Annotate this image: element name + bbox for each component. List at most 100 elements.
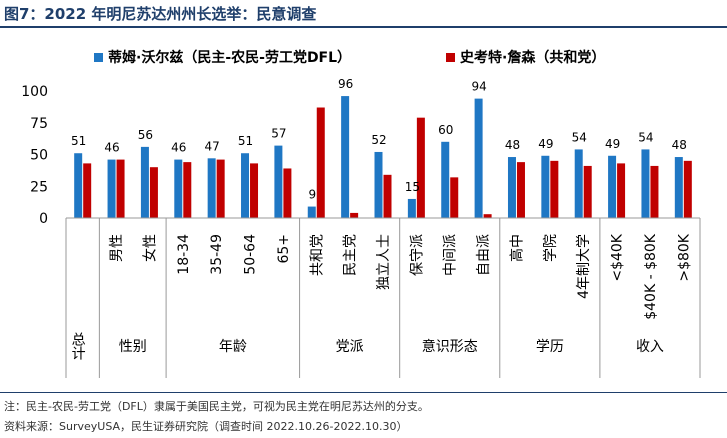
group-label: 意识形态 bbox=[422, 338, 478, 355]
bar-walz bbox=[207, 158, 216, 218]
x-tick-label: 男性 bbox=[109, 234, 125, 262]
bar-walz bbox=[441, 141, 450, 218]
figure-title: 图7：2022 年明尼苏达州州长选举：民意调查 bbox=[4, 5, 317, 23]
source-note: 资料来源：SurveyUSA，民生证券研究院（调查时间 2022.10.26-2… bbox=[4, 420, 408, 433]
bar-walz bbox=[674, 157, 683, 218]
data-label: 48 bbox=[505, 138, 520, 152]
data-label: 46 bbox=[104, 141, 119, 155]
x-tick-label: 65+ bbox=[276, 234, 292, 264]
data-label: 15 bbox=[405, 180, 420, 194]
x-tick-label: 学院 bbox=[543, 234, 559, 262]
bar-jensen bbox=[283, 168, 292, 218]
y-tick-label: 50 bbox=[30, 148, 48, 164]
x-tick-label: 独立人士 bbox=[376, 234, 392, 290]
bar-jensen bbox=[149, 167, 158, 218]
x-tick-label: 中间派 bbox=[443, 234, 459, 276]
data-label: 51 bbox=[238, 134, 253, 148]
y-axis: 0 25 50 75 100 bbox=[21, 84, 48, 227]
y-tick-label: 0 bbox=[39, 211, 48, 227]
bar-jensen bbox=[516, 162, 525, 218]
data-label: 57 bbox=[271, 127, 286, 141]
header: 图7：2022 年明尼苏达州州长选举：民意调查 bbox=[0, 0, 727, 26]
group-label: 总计 bbox=[70, 332, 86, 360]
x-tick-label: 共和党 bbox=[309, 234, 325, 276]
y-tick-label: 25 bbox=[30, 179, 48, 195]
plot-area: 51 46 56 46 47 51 57 9 96 52 15 60 94 48 49 54 49 54 48 bbox=[71, 77, 692, 218]
data-label: 60 bbox=[438, 123, 453, 137]
bar-walz bbox=[241, 153, 250, 218]
bar-jensen bbox=[550, 160, 559, 218]
bar-jensen bbox=[650, 165, 659, 218]
bar-jensen bbox=[450, 177, 459, 218]
data-label: 54 bbox=[638, 130, 653, 144]
group-label: 性别 bbox=[119, 339, 147, 355]
bar-jensen bbox=[683, 160, 692, 218]
x-tick-label: <$40K bbox=[610, 233, 626, 281]
data-label: 49 bbox=[605, 137, 620, 151]
y-tick-label: 75 bbox=[30, 116, 48, 132]
bar-jensen bbox=[216, 159, 225, 218]
data-label: 47 bbox=[205, 139, 220, 153]
x-tick-label: 50-64 bbox=[243, 234, 259, 275]
x-tick-label: 自由派 bbox=[476, 234, 492, 276]
bar-jensen bbox=[617, 163, 626, 218]
x-tick-label: >$80K bbox=[676, 233, 692, 281]
bar-walz bbox=[474, 98, 483, 218]
data-label: 96 bbox=[338, 77, 353, 91]
bar-jensen bbox=[316, 107, 325, 218]
group-label: 学历 bbox=[536, 339, 564, 355]
x-tick-label: 保守派 bbox=[409, 234, 425, 276]
legend-swatch-walz bbox=[94, 53, 103, 62]
data-label: 48 bbox=[672, 138, 687, 152]
x-tick-label: 女性 bbox=[141, 234, 158, 262]
bar-jensen bbox=[383, 174, 392, 218]
legend-label-jensen: 史考特·詹森（共和党） bbox=[460, 49, 605, 66]
data-label: 54 bbox=[572, 130, 587, 144]
footer-divider bbox=[0, 392, 727, 393]
legend-swatch-jensen bbox=[446, 53, 455, 62]
bar-walz bbox=[574, 149, 583, 218]
bar-walz bbox=[274, 145, 283, 218]
legend: 蒂姆·沃尔兹（民主-农民-劳工党DFL） 史考特·詹森（共和党） bbox=[94, 49, 605, 66]
data-label: 9 bbox=[308, 188, 316, 202]
data-label: 56 bbox=[138, 128, 153, 142]
bar-chart: 蒂姆·沃尔兹（民主-农民-劳工党DFL） 史考特·詹森（共和党） 0 25 50 75… bbox=[21, 49, 701, 378]
bar-jensen bbox=[350, 212, 359, 218]
footnote: 注：民主-农民-劳工党（DFL）隶属于美国民主党，可视为民主党在明尼苏达州的分支… bbox=[4, 400, 429, 413]
data-label: 94 bbox=[471, 80, 486, 94]
title-divider bbox=[0, 26, 727, 28]
bar-walz bbox=[641, 149, 650, 218]
bar-walz bbox=[74, 153, 83, 218]
bar-jensen bbox=[583, 165, 592, 218]
group-label: 收入 bbox=[636, 339, 664, 355]
x-tick-label: 4年制大学 bbox=[576, 234, 592, 299]
bar-jensen bbox=[116, 159, 125, 218]
bar-walz bbox=[608, 155, 617, 218]
bar-walz bbox=[407, 198, 416, 218]
data-label: 49 bbox=[538, 137, 553, 151]
group-label: 党派 bbox=[336, 339, 364, 355]
y-tick-label: 100 bbox=[21, 84, 48, 100]
data-label: 46 bbox=[171, 141, 186, 155]
x-tick-label: 高中 bbox=[508, 234, 525, 262]
data-label: 52 bbox=[371, 133, 386, 147]
bar-walz bbox=[507, 157, 516, 218]
bar-jensen bbox=[183, 162, 192, 218]
bar-walz bbox=[341, 96, 350, 218]
bar-walz bbox=[541, 155, 550, 218]
x-tick-label: 18-34 bbox=[176, 234, 192, 275]
bar-jensen bbox=[83, 163, 92, 218]
bar-jensen bbox=[483, 214, 492, 218]
x-tick-label: 民主党 bbox=[343, 234, 359, 276]
bar-walz bbox=[374, 151, 383, 218]
bar-walz bbox=[174, 159, 183, 218]
bar-walz bbox=[107, 159, 116, 218]
data-label: 51 bbox=[71, 134, 86, 148]
bar-walz bbox=[140, 146, 149, 218]
bar-jensen bbox=[416, 117, 425, 218]
bar-walz bbox=[307, 206, 316, 218]
group-label: 年龄 bbox=[219, 339, 247, 355]
legend-label-walz: 蒂姆·沃尔兹（民主-农民-劳工党DFL） bbox=[108, 49, 351, 66]
x-tick-label: $40K - $80K bbox=[643, 233, 659, 320]
